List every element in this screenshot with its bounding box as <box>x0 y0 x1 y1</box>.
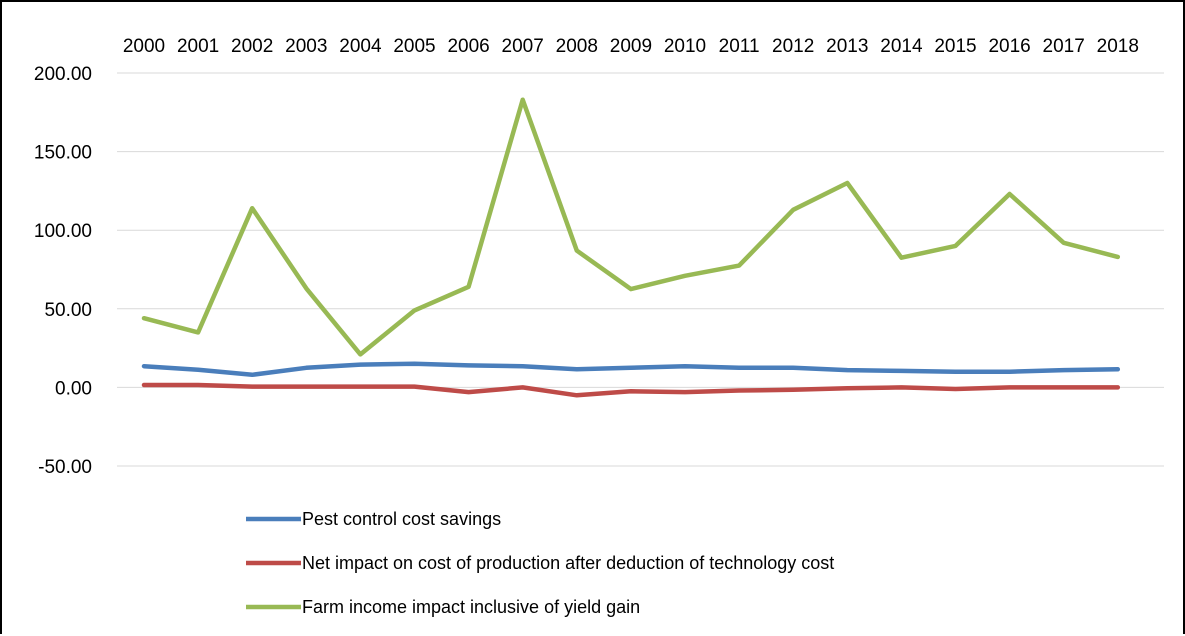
x-tick-label: 2001 <box>177 36 219 57</box>
series-line-2 <box>141 382 1121 398</box>
series-lines <box>141 97 1121 398</box>
legend-label: Net impact on cost of production after d… <box>302 553 834 573</box>
x-tick-label: 2017 <box>1043 36 1085 57</box>
y-tick-label: -50.00 <box>38 457 92 478</box>
x-tick-label: 2013 <box>826 36 868 57</box>
legend-label: Farm income impact inclusive of yield ga… <box>302 597 640 617</box>
y-tick-label: 0.00 <box>55 378 92 399</box>
x-tick-label: 2009 <box>610 36 652 57</box>
x-tick-label: 2018 <box>1097 36 1139 57</box>
x-tick-label: 2016 <box>988 36 1030 57</box>
y-tick-label: 50.00 <box>44 300 92 321</box>
x-tick-label: 2006 <box>447 36 489 57</box>
x-tick-label: 2014 <box>880 36 923 57</box>
x-tick-label: 2005 <box>393 36 435 57</box>
x-tick-label: 2012 <box>772 36 814 57</box>
legend: Pest control cost savings Net impact on c… <box>246 509 834 617</box>
y-tick-label: 200.00 <box>34 64 92 85</box>
y-tick-label: 150.00 <box>34 143 92 164</box>
x-tick-label: 2011 <box>719 36 760 57</box>
x-tick-label: 2007 <box>502 36 544 57</box>
x-tick-label: 2015 <box>934 36 976 57</box>
x-tick-label: 2004 <box>339 36 382 57</box>
gridlines <box>117 72 1164 467</box>
x-tick-label: 2003 <box>285 36 327 57</box>
x-axis-tick-labels: 2000 2001 2002 2003 2004 2005 2006 2007 2008 2009… <box>123 36 1139 57</box>
x-tick-label: 2000 <box>123 36 165 57</box>
series-line-1 <box>141 361 1121 378</box>
series-line-3 <box>141 97 1121 357</box>
x-tick-label: 2010 <box>664 36 706 57</box>
x-tick-label: 2002 <box>231 36 273 57</box>
legend-label: Pest control cost savings <box>302 509 501 529</box>
y-axis-tick-labels: 200.00 150.00 100.00 50.00 0.00 -50.00 <box>34 64 92 478</box>
y-tick-label: 100.00 <box>34 221 92 242</box>
x-tick-label: 2008 <box>556 36 598 57</box>
